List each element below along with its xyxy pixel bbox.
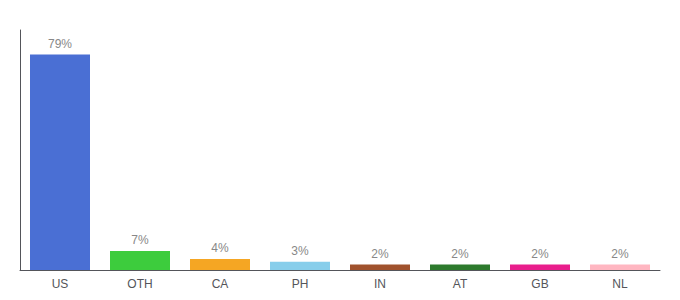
svg-text:NL: NL — [612, 277, 628, 291]
svg-text:US: US — [52, 277, 69, 291]
svg-text:3%: 3% — [291, 244, 309, 258]
svg-text:CA: CA — [212, 277, 229, 291]
svg-text:PH: PH — [292, 277, 309, 291]
svg-text:2%: 2% — [371, 247, 389, 261]
svg-text:2%: 2% — [611, 247, 629, 261]
svg-text:GB: GB — [531, 277, 548, 291]
svg-text:7%: 7% — [131, 233, 149, 247]
svg-text:IN: IN — [374, 277, 386, 291]
svg-text:2%: 2% — [531, 247, 549, 261]
svg-text:OTH: OTH — [127, 277, 152, 291]
svg-text:AT: AT — [453, 277, 468, 291]
svg-text:4%: 4% — [211, 241, 229, 255]
svg-text:2%: 2% — [451, 247, 469, 261]
svg-text:79%: 79% — [48, 37, 72, 51]
